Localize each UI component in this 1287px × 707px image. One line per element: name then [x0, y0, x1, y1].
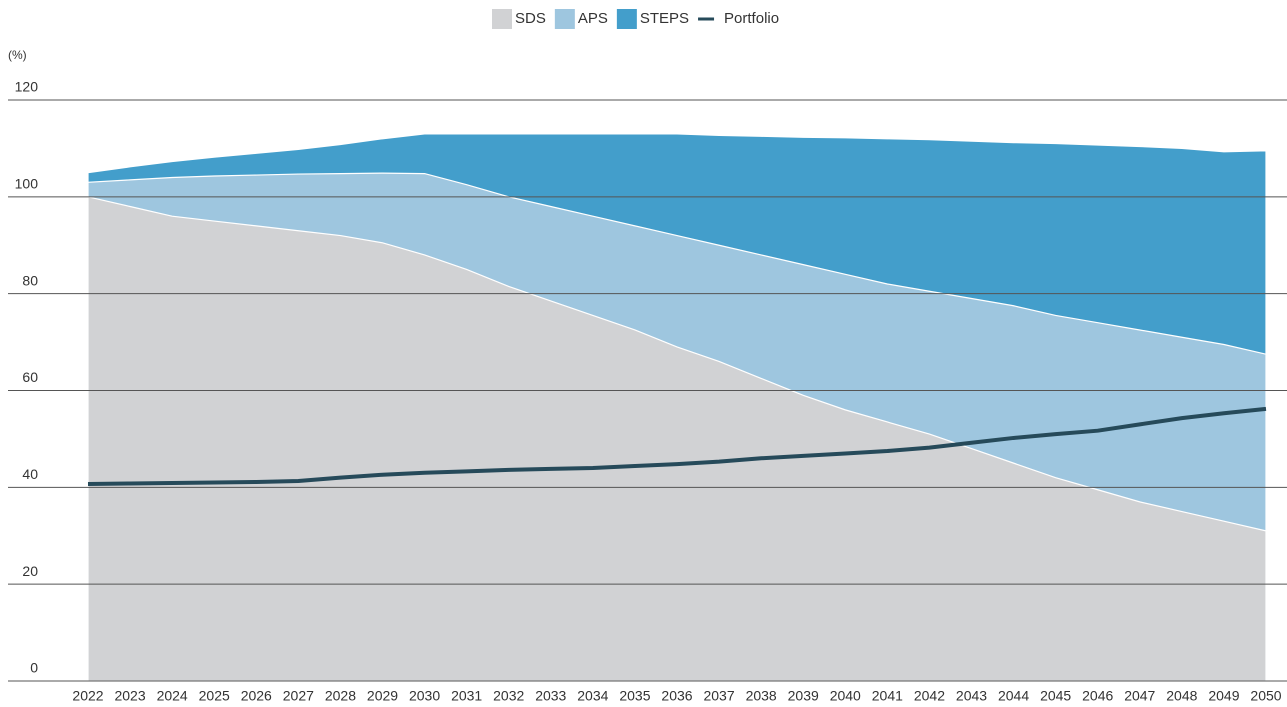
y-tick-label: 0 [30, 660, 38, 676]
x-tick-label: 2046 [1082, 688, 1113, 704]
legend-label: SDS [515, 10, 546, 27]
x-tick-label: 2038 [746, 688, 777, 704]
legend-label: APS [578, 10, 608, 27]
x-tick-label: 2027 [283, 688, 314, 704]
y-tick-label: 80 [22, 272, 38, 288]
x-tick-label: 2030 [409, 688, 440, 704]
line [87, 406, 1267, 486]
x-tick-label: 2045 [1040, 688, 1071, 704]
x-tick-label: 2042 [914, 688, 945, 704]
legend-label: STEPS [640, 10, 689, 27]
y-tick-label: 100 [15, 176, 39, 192]
x-tick-label: 2047 [1124, 688, 1155, 704]
legend: SDS APS STEPS Portfolio [492, 9, 779, 29]
legend-label: Portfolio [724, 10, 779, 27]
x-tick-label: 2033 [535, 688, 566, 704]
legend-swatch [492, 9, 512, 29]
y-tick-label: 120 [15, 79, 39, 95]
x-tick-label: 2024 [157, 688, 188, 704]
x-tick-label: 2031 [451, 688, 482, 704]
y-tick-label: 20 [22, 563, 38, 579]
x-tick-label: 2023 [114, 688, 145, 704]
plot-area [87, 133, 1267, 682]
x-tick-label: 2029 [367, 688, 398, 704]
x-tick-label: 2034 [577, 688, 608, 704]
x-tick-label: 2043 [956, 688, 987, 704]
lines [87, 406, 1267, 486]
y-axis-label: (%) [8, 48, 27, 62]
x-tick-label: 2026 [241, 688, 272, 704]
x-tick-label: 2044 [998, 688, 1029, 704]
x-tick-label: 2022 [72, 688, 103, 704]
legend-swatch [554, 9, 575, 29]
x-tick-label: 2028 [325, 688, 356, 704]
y-tick-label: 60 [22, 369, 38, 385]
grid [8, 99, 1287, 682]
x-tick-label: 2050 [1250, 688, 1281, 704]
x-tick-label: 2040 [830, 688, 861, 704]
x-tick-label: 2048 [1166, 688, 1197, 704]
legend-swatch [616, 9, 637, 29]
x-tick-label: 2039 [788, 688, 819, 704]
x-tick-label: 2035 [619, 688, 650, 704]
y-tick-label: 40 [22, 466, 38, 482]
x-tick-label: 2037 [703, 688, 734, 704]
x-tick-label: 2025 [199, 688, 230, 704]
x-tick-label: 2032 [493, 688, 524, 704]
x-tick-label: 2041 [872, 688, 903, 704]
x-tick-label: 2036 [661, 688, 692, 704]
x-tick-label: 2049 [1208, 688, 1239, 704]
area [87, 196, 1267, 682]
